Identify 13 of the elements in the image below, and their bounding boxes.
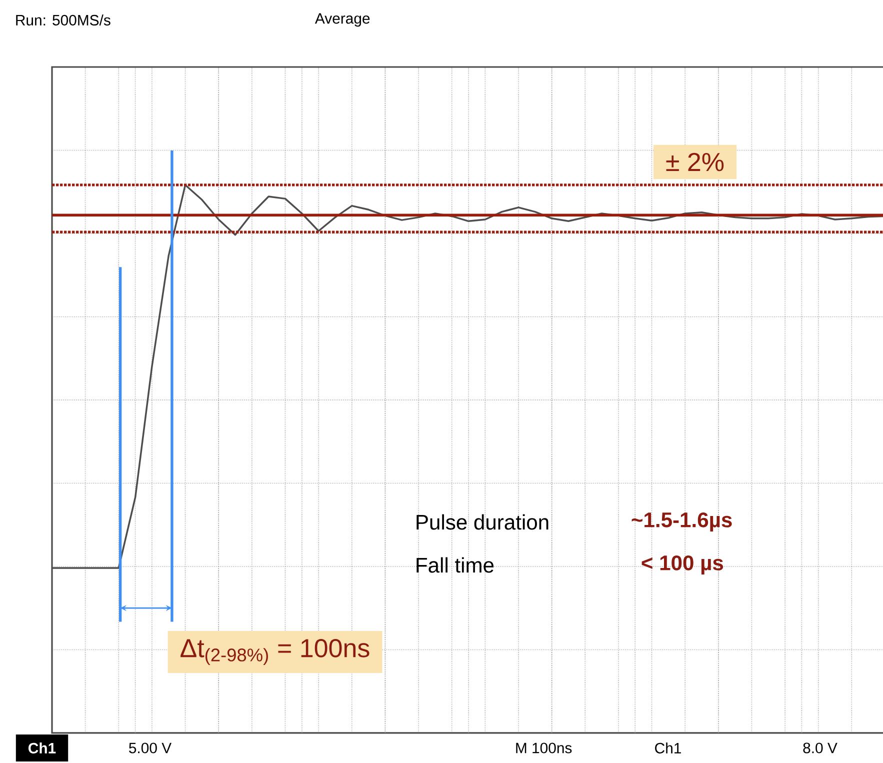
text: 5.00 V — [129, 742, 172, 754]
text: Ch1 — [28, 742, 56, 754]
text: Average — [314, 13, 370, 27]
text: Ch1 — [655, 742, 681, 754]
annotation: Fall time — [416, 557, 494, 573]
text: ± 2% — [666, 152, 724, 172]
annotation: Pulse duration — [416, 514, 548, 530]
text: M 100ns — [516, 742, 572, 754]
annotation: ~1.5-1.6µs — [632, 512, 732, 532]
annotation: Δt$_{(2-98%)}$ = 100ns — [180, 638, 370, 666]
annotation: < 100 µs — [642, 555, 724, 575]
text: Run: 500MS/s — [16, 14, 110, 26]
text: 8.0 V — [803, 742, 838, 754]
